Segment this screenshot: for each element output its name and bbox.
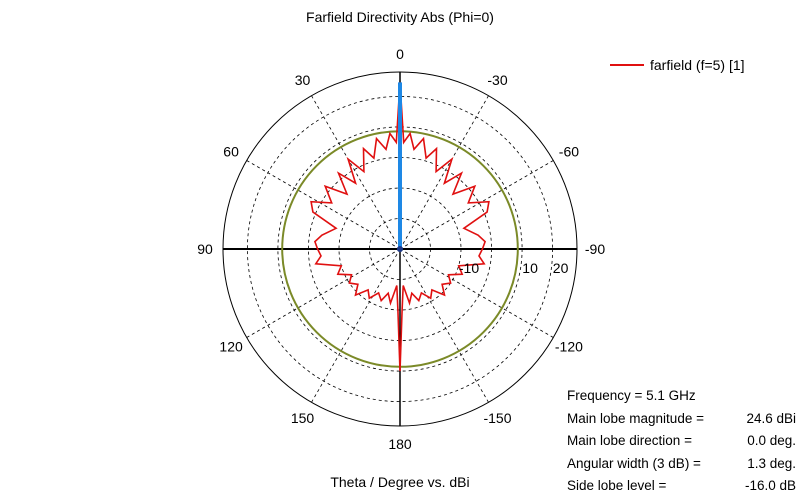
angle-tick-label: -60	[559, 144, 579, 160]
series-layer	[281, 82, 519, 372]
summary-value: -16.0 dB	[744, 478, 796, 493]
chart-title: Farfield Directivity Abs (Phi=0)	[306, 9, 494, 25]
summary-row-main-lobe-direction: Main lobe direction = 0.0 deg.	[567, 430, 800, 453]
radial-tick-label: 20	[553, 260, 569, 276]
summary-row-side-lobe-level: Side lobe level = -16.0 dB	[567, 475, 800, 498]
summary-panel: Frequency = 5.1 GHz Main lobe magnitude …	[567, 385, 800, 498]
grid-spoke	[311, 248, 401, 403]
angle-tick-label: 150	[291, 410, 315, 426]
angle-tick-label: 90	[197, 241, 213, 257]
axis-caption: Theta / Degree vs. dBi	[330, 474, 470, 490]
angle-tick-label: -90	[585, 241, 605, 257]
grid-spoke	[311, 95, 401, 250]
summary-value: 0.0 deg.	[747, 433, 796, 448]
grid-spoke	[399, 160, 554, 250]
grid-spoke	[399, 95, 489, 250]
summary-key: Main lobe magnitude =	[567, 410, 704, 426]
summary-row-main-lobe-magnitude: Main lobe magnitude = 24.6 dBi	[567, 408, 800, 431]
axis-labels: 0 30 60 90 120 150 180 -150 -120 -90 -60 -30 -10 10 20	[197, 46, 605, 452]
angle-tick-label: -30	[487, 72, 507, 88]
summary-key: Side lobe level =	[567, 478, 667, 493]
summary-key: Main lobe direction =	[567, 433, 692, 448]
summary-row-frequency: Frequency = 5.1 GHz	[567, 385, 800, 408]
grid-spoke	[246, 160, 401, 250]
legend-swatch	[610, 64, 644, 66]
center-point	[397, 246, 403, 252]
angle-tick-label: 0	[396, 46, 404, 62]
angle-tick-label: -120	[555, 339, 583, 355]
summary-value: 24.6 dBi	[746, 410, 796, 426]
series-line	[310, 82, 490, 372]
angle-tick-label: -150	[483, 410, 511, 426]
radial-tick-label: -10	[459, 260, 479, 276]
angle-tick-label: 60	[223, 144, 239, 160]
angle-tick-label: 180	[388, 436, 412, 452]
summary-value: 1.3 deg.	[747, 455, 796, 471]
angle-tick-label: 120	[219, 339, 243, 355]
summary-key: Angular width (3 dB) =	[567, 455, 701, 471]
legend-label: farfield (f=5) [1]	[650, 57, 745, 73]
legend[interactable]: farfield (f=5) [1]	[610, 57, 745, 73]
radial-tick-label: 10	[522, 260, 538, 276]
angle-tick-label: 30	[295, 72, 311, 88]
summary-key: Frequency = 5.1 GHz	[567, 388, 696, 403]
summary-row-angular-width: Angular width (3 dB) = 1.3 deg.	[567, 453, 800, 476]
